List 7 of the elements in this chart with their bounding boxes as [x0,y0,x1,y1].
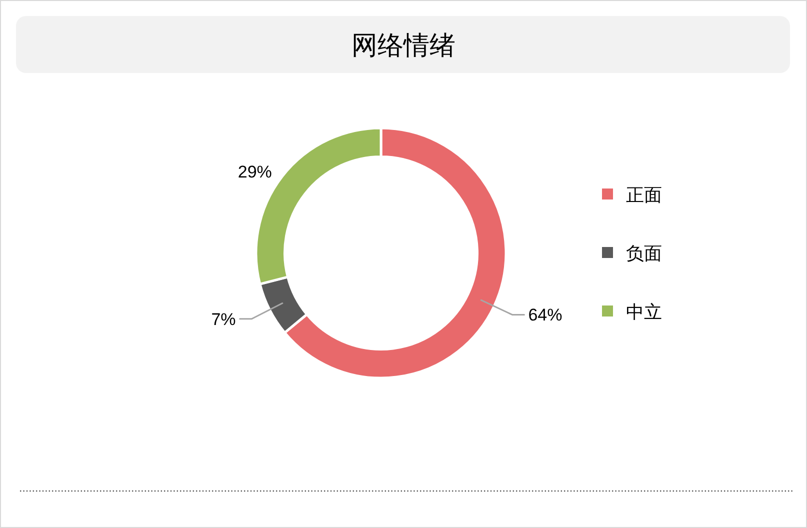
legend-label: 正面 [626,185,662,206]
data-label: 64% [528,306,562,325]
legend-label: 负面 [626,244,662,264]
data-label: 7% [211,310,236,329]
data-label: 29% [238,162,272,182]
legend-label: 中立 [626,302,662,323]
title: 网络情绪 [352,31,456,61]
